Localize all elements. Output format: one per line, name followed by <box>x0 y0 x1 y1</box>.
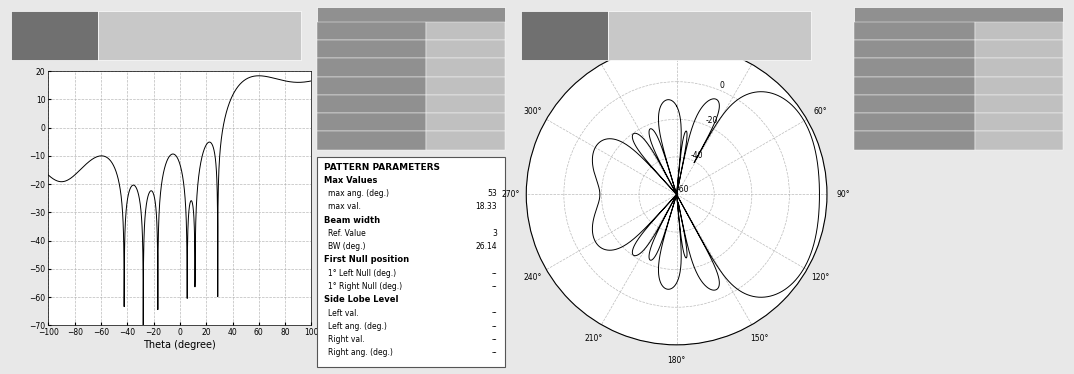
Text: True: True <box>485 136 502 145</box>
Text: Right val.: Right val. <box>329 335 365 344</box>
Text: Directivity: Directivity <box>322 136 362 145</box>
Text: --: -- <box>492 322 497 331</box>
Text: 60.000000: 60.000000 <box>460 63 502 72</box>
Text: Frequency [GHz]: Frequency [GHz] <box>859 26 923 35</box>
Text: Scale: Scale <box>322 118 343 127</box>
Text: Type: Type <box>859 99 876 108</box>
FancyBboxPatch shape <box>317 157 505 367</box>
Text: Left val.: Left val. <box>329 309 359 318</box>
Text: Legend: Legend <box>940 10 977 19</box>
Text: 18.33: 18.33 <box>476 202 497 211</box>
Text: 8.500000: 8.500000 <box>465 26 502 35</box>
Text: Left ang. (deg.): Left ang. (deg.) <box>329 322 387 331</box>
Text: 60.000000: 60.000000 <box>1018 63 1060 72</box>
Text: max ang. (deg.): max ang. (deg.) <box>329 189 389 198</box>
Text: Beam width: Beam width <box>324 216 380 225</box>
Text: Phi: Phi <box>490 45 502 53</box>
Text: True: True <box>1044 136 1060 145</box>
Text: Right ang. (deg.): Right ang. (deg.) <box>329 348 393 357</box>
Text: BW (deg.): BW (deg.) <box>329 242 365 251</box>
Text: Total: Total <box>1042 81 1060 90</box>
Text: Component: Component <box>859 81 903 90</box>
Text: Legend: Legend <box>392 10 430 19</box>
Text: dBi: dBi <box>490 118 502 127</box>
Text: --: -- <box>492 269 497 278</box>
Text: dBi: dBi <box>1048 118 1060 127</box>
X-axis label: Theta (degree): Theta (degree) <box>144 340 216 350</box>
Text: 8.500000: 8.500000 <box>1024 26 1060 35</box>
Text: Pri_Applicazioni
AR_6x6: Pri_Applicazioni AR_6x6 <box>164 25 234 46</box>
Text: Type: Type <box>322 99 339 108</box>
Text: Antenna: Antenna <box>526 43 562 52</box>
Text: First Null position: First Null position <box>324 255 409 264</box>
Text: Pri_Applicazioni
AR_6x6: Pri_Applicazioni AR_6x6 <box>674 25 744 46</box>
Text: Scale: Scale <box>859 118 880 127</box>
Text: 26.14: 26.14 <box>476 242 497 251</box>
Text: 1° Left Null (deg.): 1° Left Null (deg.) <box>329 269 396 278</box>
Text: Ref. Value: Ref. Value <box>329 229 366 238</box>
Text: max val.: max val. <box>329 202 361 211</box>
Text: Value: Value <box>322 63 344 72</box>
Text: --: -- <box>492 309 497 318</box>
Text: 53: 53 <box>488 189 497 198</box>
Text: 1° Right Null (deg.): 1° Right Null (deg.) <box>329 282 403 291</box>
Text: Side Lobe Level: Side Lobe Level <box>324 295 398 304</box>
Text: PATTERN PARAMETERS: PATTERN PARAMETERS <box>324 163 440 172</box>
Text: Plane: Plane <box>322 45 344 53</box>
Text: Plane: Plane <box>859 45 881 53</box>
Text: Value: Value <box>859 63 881 72</box>
Text: Project: Project <box>16 19 45 28</box>
Text: Component: Component <box>322 81 366 90</box>
Text: 3: 3 <box>492 229 497 238</box>
Text: D.Gain: D.Gain <box>476 99 502 108</box>
Text: Frequency [GHz]: Frequency [GHz] <box>322 26 386 35</box>
Text: Directivity: Directivity <box>859 136 899 145</box>
Text: Phi: Phi <box>1048 45 1060 53</box>
Text: --: -- <box>492 348 497 357</box>
Text: Project: Project <box>526 19 555 28</box>
Text: Antenna: Antenna <box>16 43 52 52</box>
Text: Total: Total <box>483 81 502 90</box>
Text: --: -- <box>492 282 497 291</box>
Text: --: -- <box>492 335 497 344</box>
Text: Max Values: Max Values <box>324 176 378 185</box>
Text: D.Gain: D.Gain <box>1034 99 1060 108</box>
